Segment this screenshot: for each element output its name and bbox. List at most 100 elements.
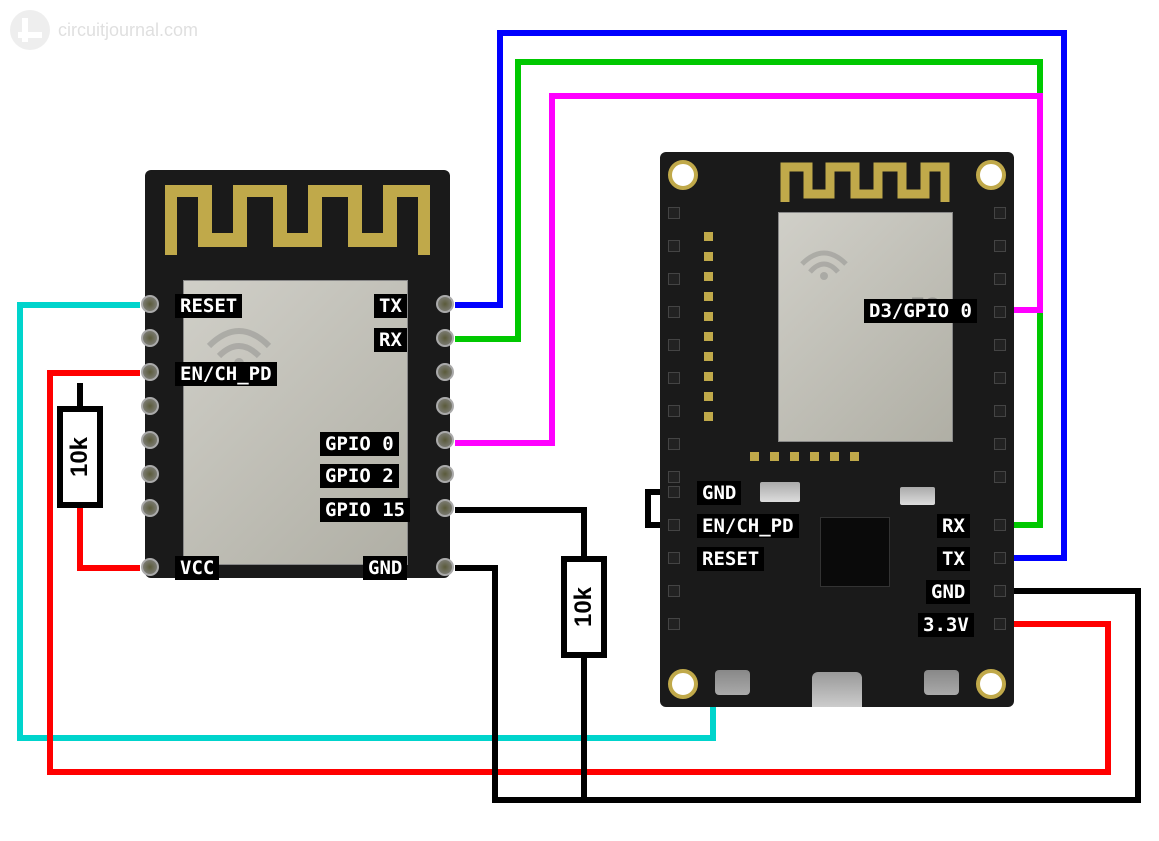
pin-gpio4: [436, 397, 454, 415]
watermark: circuitjournal.com: [10, 10, 198, 50]
usb-port: [812, 672, 862, 707]
smd-pad: [790, 452, 799, 461]
header-pin: [994, 405, 1006, 417]
antenna-trace-left: [165, 185, 430, 260]
wire-red-r1-bottom: [80, 508, 140, 568]
header-pin-d3: [994, 306, 1006, 318]
reset-button: [715, 670, 750, 695]
pin-rx: [436, 329, 454, 347]
pin-vcc: [141, 558, 159, 576]
wire-black-gpio15: [455, 510, 584, 556]
label-tx: TX: [374, 294, 407, 318]
label-rx-right: RX: [937, 514, 970, 538]
header-pin: [668, 471, 680, 483]
label-en-ch-pd: EN/CH_PD: [175, 362, 277, 386]
header-pin: [668, 618, 680, 630]
header-pin-reset: [668, 552, 680, 564]
header-pin: [668, 339, 680, 351]
header-pin: [994, 273, 1006, 285]
label-3v3: 3.3V: [918, 613, 974, 637]
pin-adc: [141, 329, 159, 347]
main-chip: [820, 517, 890, 587]
smd-pad: [770, 452, 779, 461]
smd-pad: [704, 292, 713, 301]
label-rx: RX: [374, 328, 407, 352]
header-pin-en: [668, 519, 680, 531]
smd-pad: [850, 452, 859, 461]
smd-pad: [704, 332, 713, 341]
smd-pad: [704, 372, 713, 381]
resistor-label: 10k: [570, 587, 598, 627]
resistor-label: 10k: [66, 437, 94, 477]
smd-pad: [704, 352, 713, 361]
screw-hole: [668, 669, 698, 699]
header-pin: [668, 240, 680, 252]
pin-gpio14: [141, 431, 159, 449]
resistor-r1: 10k: [57, 406, 103, 508]
header-pin-3v3: [994, 618, 1006, 630]
label-gpio15: GPIO 15: [320, 498, 410, 522]
header-pin: [668, 273, 680, 285]
pin-en: [141, 363, 159, 381]
header-pin: [994, 339, 1006, 351]
label-reset-right: RESET: [697, 547, 764, 571]
smd-pad: [750, 452, 759, 461]
label-gnd-left: GND: [363, 556, 407, 580]
smd-component: [900, 487, 935, 505]
header-pin-tx: [994, 552, 1006, 564]
pin-gnd: [436, 558, 454, 576]
pin-gpio2: [436, 465, 454, 483]
label-gnd-top: GND: [697, 481, 741, 505]
pin-gpio15: [436, 499, 454, 517]
smd-pad: [704, 412, 713, 421]
label-en-ch-pd-right: EN/CH_PD: [697, 514, 799, 538]
header-pin: [994, 207, 1006, 219]
pin-gpio5: [436, 363, 454, 381]
smd-pad: [704, 252, 713, 261]
rf-shield-right: FC: [778, 212, 953, 442]
header-pin-rx: [994, 519, 1006, 531]
watermark-text: circuitjournal.com: [58, 20, 198, 41]
wifi-logo-icon: [794, 238, 854, 283]
smd-pad: [704, 272, 713, 281]
label-gpio2: GPIO 2: [320, 464, 399, 488]
pin-gpio16: [141, 397, 159, 415]
pin-tx: [436, 295, 454, 313]
header-pin: [994, 240, 1006, 252]
header-pin: [668, 306, 680, 318]
label-reset: RESET: [175, 294, 242, 318]
antenna-trace-right: [780, 162, 950, 207]
header-pin: [668, 405, 680, 417]
smd-pad: [704, 392, 713, 401]
smd-pad: [704, 312, 713, 321]
resistor-r2: 10k: [561, 556, 607, 658]
label-tx-right: TX: [937, 547, 970, 571]
smd-regulator: [760, 482, 800, 502]
rf-shield-left: [183, 280, 408, 565]
label-d3-gpio0: D3/GPIO 0: [864, 299, 977, 323]
header-pin: [668, 207, 680, 219]
header-pin-gnd: [994, 585, 1006, 597]
header-pin: [668, 438, 680, 450]
label-vcc: VCC: [175, 556, 219, 580]
logo-icon: [10, 10, 50, 50]
label-gpio0: GPIO 0: [320, 432, 399, 456]
header-pin: [668, 372, 680, 384]
header-pin: [668, 585, 680, 597]
smd-pad: [704, 232, 713, 241]
header-pin: [994, 438, 1006, 450]
header-pin-gnd: [668, 486, 680, 498]
pin-gpio13: [141, 499, 159, 517]
smd-pad: [830, 452, 839, 461]
pin-gpio12: [141, 465, 159, 483]
header-pin: [994, 372, 1006, 384]
pin-reset: [141, 295, 159, 313]
screw-hole: [976, 669, 1006, 699]
header-pin: [994, 471, 1006, 483]
screw-hole: [976, 160, 1006, 190]
screw-hole: [668, 160, 698, 190]
label-gnd-bottom: GND: [926, 580, 970, 604]
flash-button: [924, 670, 959, 695]
pin-gpio0: [436, 431, 454, 449]
smd-pad: [810, 452, 819, 461]
